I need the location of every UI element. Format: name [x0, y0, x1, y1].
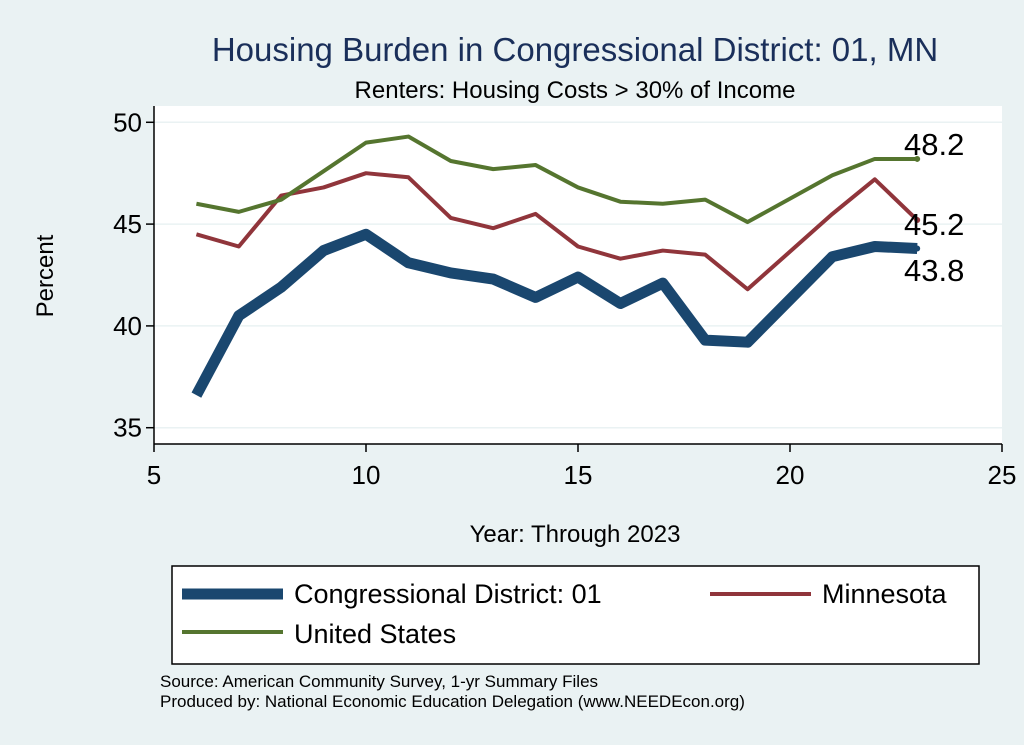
chart-title: Housing Burden in Congressional District… [212, 31, 938, 68]
x-axis: 5 10 15 20 25 [147, 444, 1017, 490]
chart-subtitle: Renters: Housing Costs > 30% of Income [355, 77, 796, 104]
x-tick-label: 25 [988, 460, 1017, 490]
legend-label-minnesota: Minnesota [822, 579, 948, 609]
legend-label-district: Congressional District: 01 [294, 579, 602, 609]
end-label-minnesota: 45.2 [904, 207, 964, 242]
legend-box [171, 565, 980, 665]
x-axis-title: Year: Through 2023 [470, 521, 681, 548]
y-tick-label: 45 [113, 209, 142, 239]
y-axis: 35 40 45 50 [113, 107, 154, 443]
series-line-united-states [196, 134, 918, 225]
endpoint-marker [914, 155, 921, 162]
y-tick-label: 50 [113, 107, 142, 137]
end-label-united-states: 48.2 [904, 127, 964, 162]
end-label-district: 43.8 [904, 253, 964, 288]
series-line-minnesota [195, 171, 919, 292]
x-tick-label: 5 [147, 460, 161, 490]
series-line-district [191, 228, 918, 398]
y-axis-title: Percent [32, 234, 59, 317]
y-tick-label: 40 [113, 311, 142, 341]
produced-by-note: Produced by: National Economic Education… [160, 692, 745, 711]
x-tick-label: 20 [776, 460, 805, 490]
endpoint-markers [914, 155, 921, 252]
source-note: Source: American Community Survey, 1-yr … [160, 672, 598, 691]
endpoint-marker [914, 245, 921, 252]
series-group [191, 134, 919, 398]
x-tick-label: 15 [564, 460, 593, 490]
legend-label-united-states: United States [294, 619, 456, 649]
y-tick-label: 35 [113, 413, 142, 443]
gridlines [154, 121, 1002, 429]
endpoint-marker [914, 217, 921, 224]
legend: Congressional District: 01 Minnesota Uni… [171, 565, 980, 665]
x-tick-label: 10 [352, 460, 381, 490]
